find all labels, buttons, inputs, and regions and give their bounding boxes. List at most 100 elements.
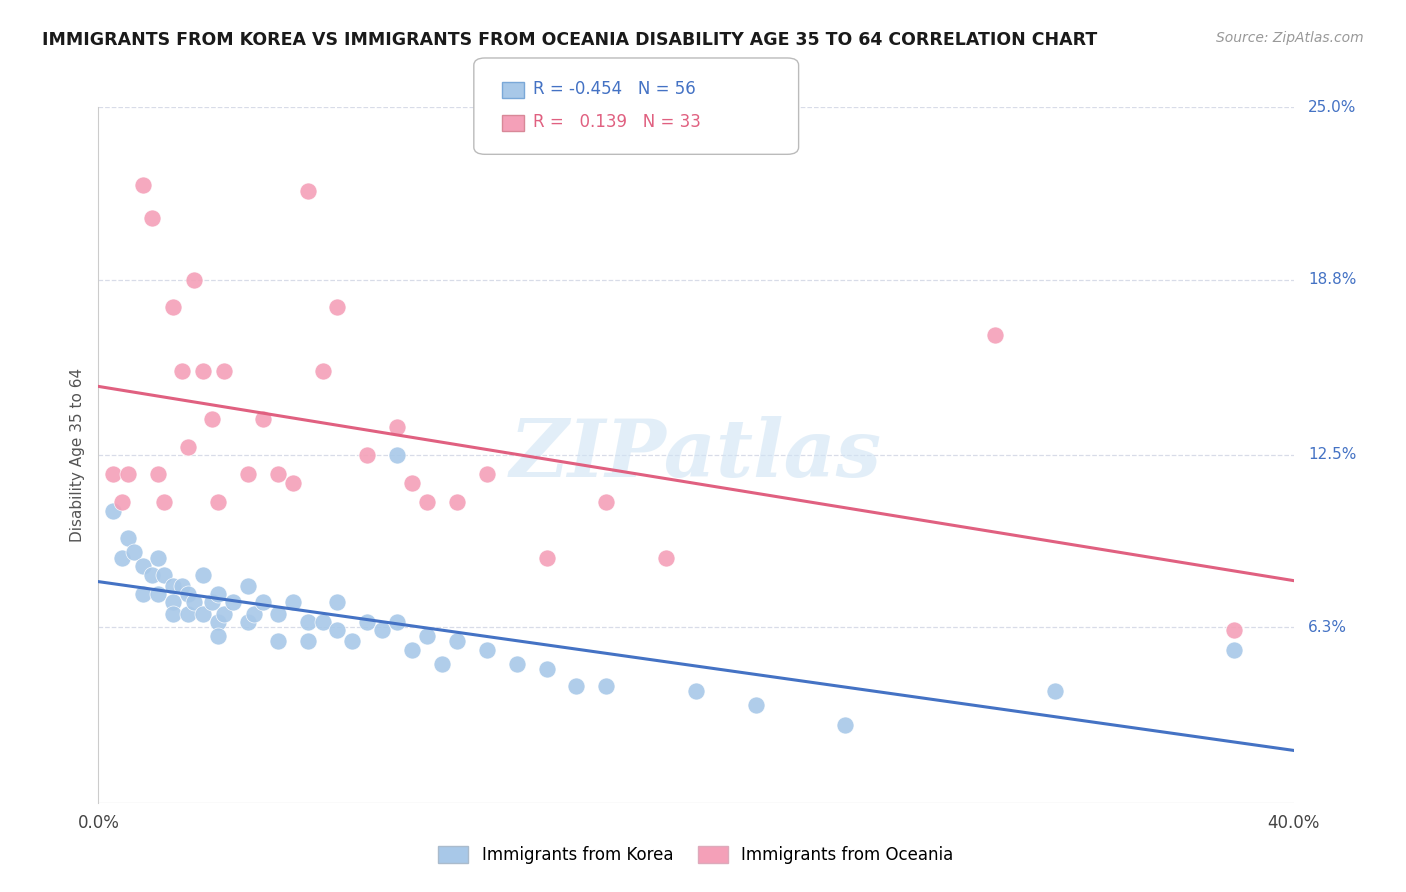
Text: 6.3%: 6.3%: [1308, 620, 1347, 635]
Y-axis label: Disability Age 35 to 64: Disability Age 35 to 64: [69, 368, 84, 542]
Point: [475, 467, 498, 482]
Point: [595, 679, 617, 693]
Point: [103, 467, 125, 482]
Point: [536, 662, 558, 676]
Point: [446, 634, 468, 648]
Point: [117, 467, 139, 482]
Text: 25.0%: 25.0%: [1308, 100, 1357, 114]
Point: [267, 467, 290, 482]
Point: [201, 411, 224, 425]
Point: [103, 503, 125, 517]
Point: [281, 475, 304, 490]
Point: [385, 615, 409, 629]
Text: Source: ZipAtlas.com: Source: ZipAtlas.com: [1216, 31, 1364, 45]
Point: [326, 301, 349, 315]
Point: [191, 607, 214, 621]
Point: [342, 634, 364, 648]
Point: [311, 364, 333, 378]
Point: [1223, 624, 1246, 638]
Point: [132, 559, 155, 574]
Point: [267, 634, 290, 648]
Point: [191, 364, 214, 378]
Point: [745, 698, 768, 713]
Point: [1223, 642, 1246, 657]
Point: [416, 629, 439, 643]
Point: [153, 567, 176, 582]
Point: [177, 587, 200, 601]
Point: [132, 587, 155, 601]
Point: [356, 448, 378, 462]
Point: [132, 178, 155, 192]
Point: [124, 545, 146, 559]
Point: [148, 587, 170, 601]
Point: [655, 550, 678, 565]
Point: [111, 550, 134, 565]
Point: [371, 624, 394, 638]
Point: [117, 532, 139, 546]
Point: [212, 607, 235, 621]
Point: [281, 595, 304, 609]
Point: [506, 657, 529, 671]
Point: [207, 629, 229, 643]
Point: [536, 550, 558, 565]
Point: [297, 615, 319, 629]
Point: [207, 495, 229, 509]
Point: [141, 567, 163, 582]
Point: [401, 475, 423, 490]
Point: [401, 642, 423, 657]
Point: [177, 607, 200, 621]
Point: [212, 364, 235, 378]
Point: [311, 615, 333, 629]
Point: [162, 579, 184, 593]
Point: [446, 495, 468, 509]
Point: [326, 595, 349, 609]
Point: [356, 615, 378, 629]
Point: [385, 448, 409, 462]
Point: [148, 467, 170, 482]
Point: [222, 595, 245, 609]
Point: [207, 615, 229, 629]
Point: [153, 495, 176, 509]
Point: [162, 595, 184, 609]
Text: 18.8%: 18.8%: [1308, 272, 1357, 287]
Point: [430, 657, 453, 671]
Text: IMMIGRANTS FROM KOREA VS IMMIGRANTS FROM OCEANIA DISABILITY AGE 35 TO 64 CORRELA: IMMIGRANTS FROM KOREA VS IMMIGRANTS FROM…: [42, 31, 1098, 49]
Point: [201, 595, 224, 609]
Legend: Immigrants from Korea, Immigrants from Oceania: Immigrants from Korea, Immigrants from O…: [432, 839, 960, 871]
Point: [685, 684, 707, 698]
Point: [162, 607, 184, 621]
Point: [148, 550, 170, 565]
Text: 12.5%: 12.5%: [1308, 448, 1357, 462]
Point: [141, 211, 163, 226]
Point: [1043, 684, 1066, 698]
Point: [236, 615, 259, 629]
Text: R = -0.454   N = 56: R = -0.454 N = 56: [533, 80, 696, 98]
Point: [111, 495, 134, 509]
Point: [475, 642, 498, 657]
Point: [191, 567, 214, 582]
Point: [172, 364, 194, 378]
Point: [297, 184, 319, 198]
Point: [207, 587, 229, 601]
Point: [177, 440, 200, 454]
Point: [983, 328, 1005, 343]
Point: [162, 301, 184, 315]
Point: [172, 579, 194, 593]
Text: R =   0.139   N = 33: R = 0.139 N = 33: [533, 113, 700, 131]
Point: [243, 607, 266, 621]
Point: [236, 579, 259, 593]
Point: [236, 467, 259, 482]
Point: [267, 607, 290, 621]
Point: [297, 634, 319, 648]
Point: [252, 411, 274, 425]
Point: [326, 624, 349, 638]
Text: ZIPatlas: ZIPatlas: [510, 417, 882, 493]
Point: [183, 595, 205, 609]
Point: [252, 595, 274, 609]
Point: [183, 272, 205, 286]
Point: [416, 495, 439, 509]
Point: [595, 495, 617, 509]
Point: [565, 679, 588, 693]
Point: [385, 420, 409, 434]
Point: [834, 718, 856, 732]
